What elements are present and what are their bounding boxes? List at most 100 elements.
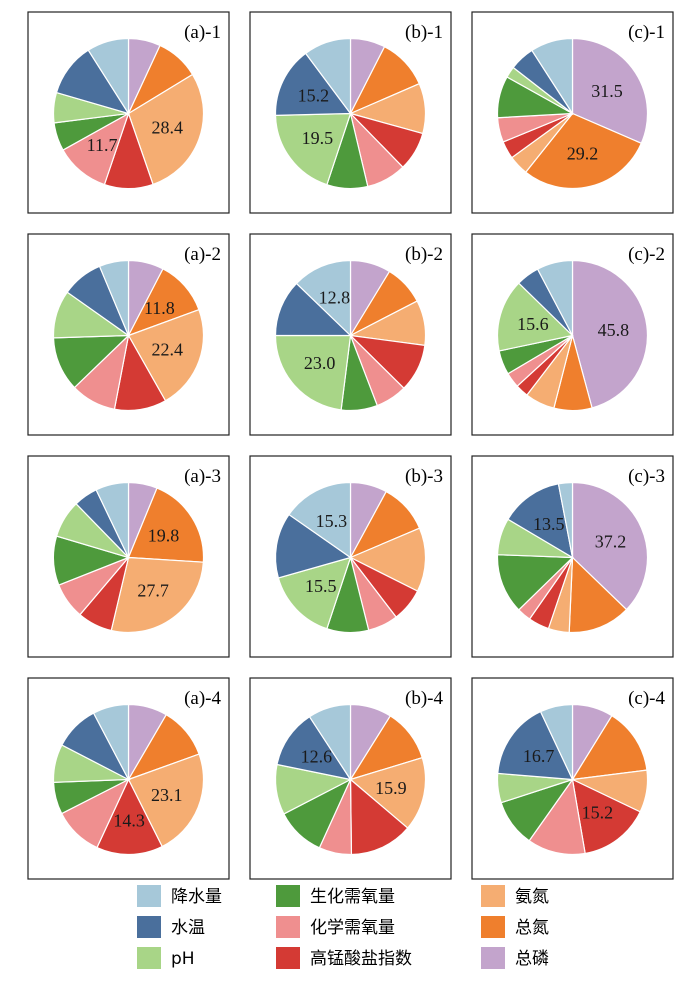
pie-slice: [507, 483, 574, 559]
pie-panel: 12.6 15.9 (b)-4: [249, 677, 452, 880]
panel-frame: [249, 11, 452, 214]
pie-slice: [95, 481, 130, 558]
slice-value-label: 23.0: [304, 353, 336, 373]
pie-slice: [274, 513, 352, 579]
legend-swatch: [481, 916, 505, 938]
legend-item: 氨氮: [481, 885, 549, 907]
panel-frame: [471, 455, 674, 658]
pie-panel: 15.2 19.5 (b)-1: [249, 11, 452, 214]
panel-frame: [27, 677, 230, 880]
legend-swatch: [276, 947, 300, 969]
legend-swatch: [276, 916, 300, 938]
pie-panel: 16.7 15.2 (c)-4: [471, 677, 674, 880]
pie-slice: [274, 52, 352, 116]
slice-value-label: 29.2: [567, 144, 599, 164]
legend-label: 总磷: [515, 949, 549, 969]
pie-slice: [496, 282, 574, 352]
pie-slice: [571, 481, 649, 611]
slice-value-label: 15.2: [582, 802, 614, 822]
pie-slice: [571, 714, 648, 781]
pie-slice: [528, 777, 586, 856]
slice-value-label: 45.8: [598, 320, 630, 340]
pie-panel: 15.6 45.8 (c)-2: [471, 233, 674, 436]
pie-panel: 23.1 14.3 (a)-4: [27, 677, 230, 880]
panel-title: (b)-1: [405, 22, 443, 43]
slice-value-label: 31.5: [591, 81, 623, 101]
panel-frame: [249, 455, 452, 658]
pie-panel: 12.8 23.0 (b)-2: [249, 233, 452, 436]
pie-slice: [92, 703, 130, 780]
legend-label: 水温: [171, 918, 205, 938]
pie-slice: [98, 259, 130, 336]
pie-slice: [349, 756, 427, 829]
pie-slice: [274, 334, 352, 411]
legend-item: 总氮: [481, 916, 549, 938]
legend-label: 高锰酸盐指数: [310, 949, 412, 969]
pie-slice: [295, 259, 352, 337]
pie-slice: [571, 778, 641, 855]
pie-slice: [110, 556, 204, 634]
legend-label: pH: [171, 949, 195, 969]
slice-value-label: 11.8: [144, 298, 175, 318]
legend-swatch: [137, 947, 161, 969]
pie-panel: 19.8 27.7 (a)-3: [27, 455, 230, 658]
pie-slice: [304, 37, 352, 116]
pie-slice: [349, 527, 427, 592]
pie-slice: [536, 259, 574, 336]
pie-panel: 11.8 22.4 (a)-2: [27, 233, 230, 436]
slice-value-label: 12.8: [319, 288, 351, 308]
slice-value-label: 13.5: [533, 514, 565, 534]
pie-slice: [127, 73, 205, 186]
pie-slice: [557, 481, 574, 558]
legend-label: 生化需氧量: [310, 887, 395, 907]
legend-item: 总磷: [481, 947, 549, 969]
panel-frame: [27, 233, 230, 436]
legend-swatch: [137, 916, 161, 938]
slice-value-label: 15.6: [517, 314, 549, 334]
slice-value-label: 14.3: [113, 811, 145, 831]
panel-frame: [249, 677, 452, 880]
pie-slice: [308, 703, 352, 782]
pie-slice: [524, 112, 643, 190]
legend-item: 高锰酸盐指数: [276, 947, 412, 969]
slice-value-label: 16.7: [523, 746, 555, 766]
slice-value-label: 22.4: [151, 340, 183, 360]
pie-slice: [349, 778, 409, 856]
legend-label: 化学需氧量: [310, 918, 395, 938]
pie-slice: [127, 487, 205, 563]
pie-slice: [87, 37, 130, 116]
legend-swatch: [481, 885, 505, 907]
legend-item: pH: [137, 947, 195, 969]
pie-slice: [568, 556, 628, 634]
pie-slice: [496, 554, 574, 611]
legend-swatch: [481, 947, 505, 969]
slice-value-label: 19.8: [148, 526, 180, 546]
panel-frame: [27, 11, 230, 214]
panel-title: (b)-2: [405, 244, 443, 265]
slice-value-label: 15.5: [305, 576, 337, 596]
panel-frame: [471, 11, 674, 214]
legend-item: 化学需氧量: [276, 916, 395, 938]
pie-panel: 15.3 15.5 (b)-3: [249, 455, 452, 658]
pie-slice: [531, 37, 574, 116]
panel-title: (b)-3: [405, 466, 443, 487]
pie-slice: [277, 556, 352, 630]
pie-slice: [571, 37, 649, 145]
slice-value-label: 28.4: [152, 118, 184, 138]
slice-value-label: 37.2: [595, 531, 627, 551]
slice-value-label: 15.9: [375, 778, 407, 798]
panel-title: (c)-1: [628, 22, 665, 43]
pie-slice: [288, 481, 352, 559]
panel-frame: [249, 233, 452, 436]
legend-item: 水温: [137, 916, 205, 938]
panel-title: (a)-2: [184, 244, 221, 265]
legend-label: 降水量: [171, 887, 222, 907]
panel-frame: [471, 677, 674, 880]
legend-item: 降水量: [137, 885, 222, 907]
slice-value-label: 15.3: [316, 511, 348, 531]
panel-title: (a)-4: [184, 688, 221, 709]
panel-title: (c)-2: [628, 244, 665, 265]
pie-slice: [539, 703, 574, 780]
legend-item: 生化需氧量: [276, 885, 395, 907]
